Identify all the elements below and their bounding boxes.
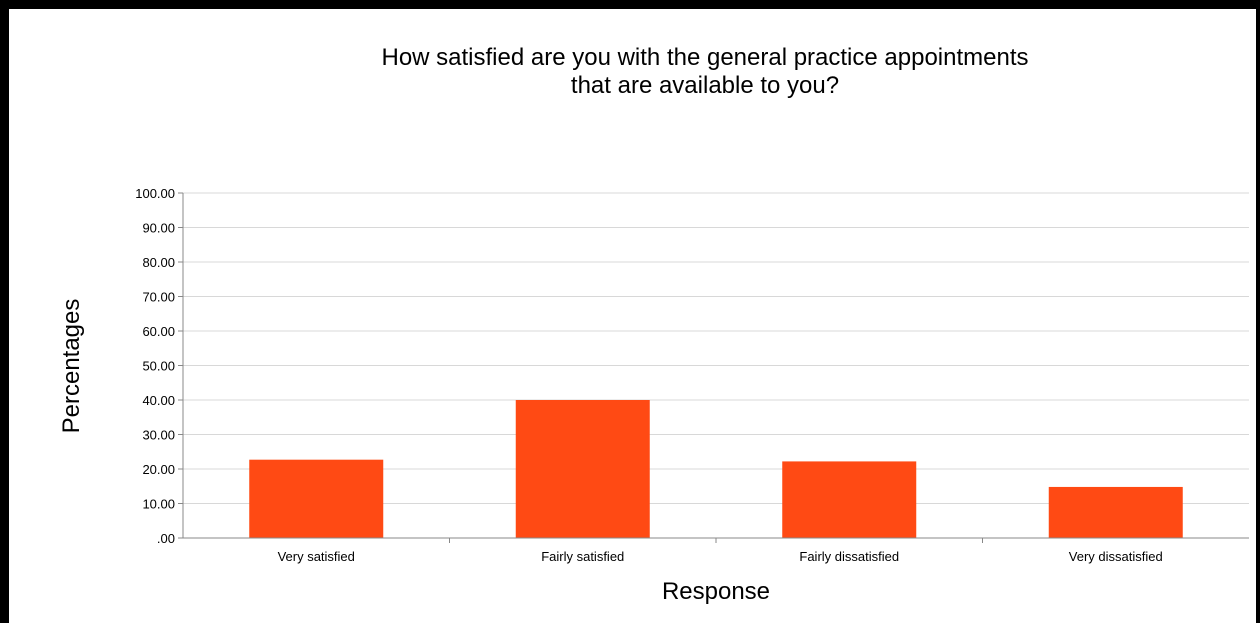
y-tick-label: 50.00 (142, 359, 175, 374)
y-tick-label: 90.00 (142, 221, 175, 236)
gridlines (183, 192, 1249, 504)
y-tick-label: .00 (157, 531, 175, 546)
y-tick-label: 70.00 (142, 290, 175, 305)
bar-chart: How satisfied are you with the general p… (58, 44, 1249, 605)
chart-title-line-1: How satisfied are you with the general p… (381, 44, 1028, 71)
axes (182, 193, 1249, 543)
y-tick-label: 100.00 (135, 186, 175, 201)
bar (515, 400, 650, 538)
x-category-label: Fairly dissatisfied (799, 549, 899, 564)
y-tick-label: 40.00 (142, 393, 175, 408)
y-axis-ticks: .00 10.00 20.00 30.00 40.00 50.00 60.00 70.00 80… (135, 186, 183, 546)
chart-title-line-2: that are available to you? (571, 72, 839, 99)
y-tick-label: 20.00 (142, 462, 175, 477)
x-axis-category-labels: Very satisfied Fairly satisfied Fairly dis… (278, 549, 1163, 564)
x-category-label: Very dissatisfied (1069, 549, 1163, 564)
x-category-label: Fairly satisfied (541, 549, 624, 564)
x-category-label: Very satisfied (278, 549, 355, 564)
y-tick-label: 30.00 (142, 428, 175, 443)
bar (782, 461, 917, 538)
x-axis-title: Response (662, 578, 770, 605)
y-axis-title: Percentages (58, 299, 85, 434)
bar (1048, 486, 1183, 538)
bars (249, 400, 1183, 538)
y-tick-label: 80.00 (142, 255, 175, 270)
y-tick-label: 10.00 (142, 497, 175, 512)
bar (249, 459, 384, 538)
y-tick-label: 60.00 (142, 324, 175, 339)
